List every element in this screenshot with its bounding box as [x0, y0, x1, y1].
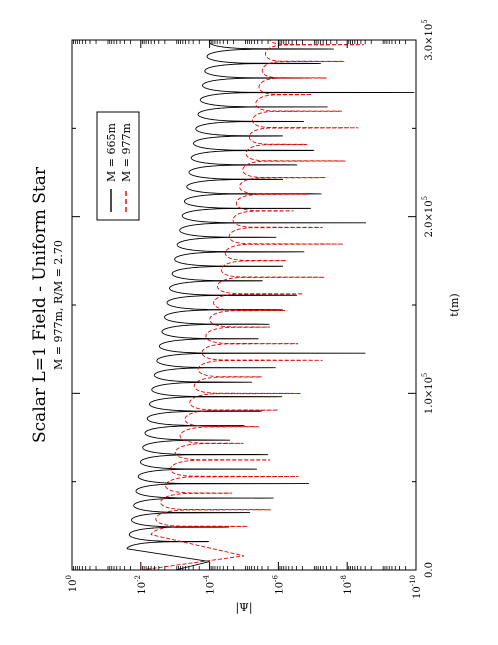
series-layer [126, 39, 415, 571]
chart-subtitle: M = 977m, R/M = 2.70 [52, 240, 65, 370]
chart-title: Scalar L=1 Field - Uniform Star [30, 166, 50, 443]
series-line-0 [126, 39, 415, 571]
y-tick-label-0: 100 [65, 575, 79, 592]
legend-box [96, 111, 140, 221]
series-line-1 [140, 39, 364, 571]
x-tick-label-2: 2.0×105 [421, 196, 435, 237]
y-tick-label-1: 10-2 [134, 575, 148, 595]
y-tick-label-3: 10-6 [271, 574, 285, 594]
y-tick-label-4: 10-8 [340, 575, 354, 595]
rotated-plot-group: Scalar L=1 Field - Uniform Star M = 977m… [30, 19, 461, 615]
legend: M = 665m M = 977m [96, 111, 140, 221]
series-0 [126, 39, 415, 571]
legend-label-0: M = 665m [105, 123, 118, 182]
y-axis-label: |Ψ| [235, 601, 252, 615]
y-tick-label-5: 10-10 [409, 575, 423, 599]
x-tick-label-1: 1.0×105 [421, 373, 435, 414]
ticks-layer: 0.0 1.0×105 2.0×105 3.0×105 100 10-2 10-4 10-6 1… [65, 19, 435, 599]
legend-label-1: M = 977m [120, 123, 133, 182]
x-tick-label-0: 0.0 [424, 562, 435, 578]
x-tick-label-3: 3.0×105 [421, 19, 435, 60]
y-tick-label-2: 10-4 [203, 574, 217, 594]
x-axis-label: t(m) [448, 293, 461, 316]
series-1 [140, 39, 364, 571]
